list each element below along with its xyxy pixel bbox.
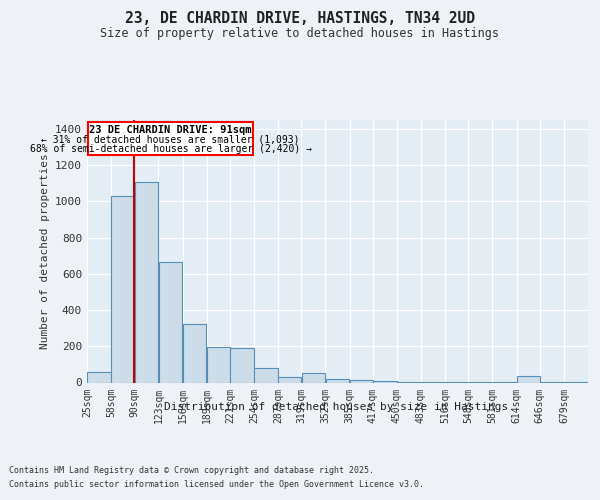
Bar bbox=[112, 196, 134, 382]
Text: 23, DE CHARDIN DRIVE, HASTINGS, TN34 2UD: 23, DE CHARDIN DRIVE, HASTINGS, TN34 2UD bbox=[125, 11, 475, 26]
Text: Size of property relative to detached houses in Hastings: Size of property relative to detached ho… bbox=[101, 27, 499, 40]
Text: 68% of semi-detached houses are larger (2,420) →: 68% of semi-detached houses are larger (… bbox=[29, 144, 311, 154]
Bar bbox=[207, 347, 230, 382]
Y-axis label: Number of detached properties: Number of detached properties bbox=[40, 154, 50, 349]
FancyBboxPatch shape bbox=[88, 122, 253, 155]
Bar bbox=[254, 368, 278, 382]
Bar bbox=[350, 380, 373, 382]
Bar bbox=[183, 324, 206, 382]
Bar bbox=[373, 380, 397, 382]
Bar bbox=[159, 262, 182, 382]
Text: Distribution of detached houses by size in Hastings: Distribution of detached houses by size … bbox=[164, 402, 508, 412]
Bar bbox=[302, 374, 325, 382]
Bar bbox=[278, 377, 301, 382]
Bar bbox=[517, 376, 539, 382]
Text: 23 DE CHARDIN DRIVE: 91sqm: 23 DE CHARDIN DRIVE: 91sqm bbox=[89, 125, 252, 135]
Bar bbox=[230, 348, 254, 382]
Bar bbox=[326, 379, 349, 382]
Bar bbox=[88, 372, 111, 382]
Text: Contains HM Land Registry data © Crown copyright and database right 2025.: Contains HM Land Registry data © Crown c… bbox=[9, 466, 374, 475]
Text: Contains public sector information licensed under the Open Government Licence v3: Contains public sector information licen… bbox=[9, 480, 424, 489]
Text: ← 31% of detached houses are smaller (1,093): ← 31% of detached houses are smaller (1,… bbox=[41, 135, 300, 145]
Bar bbox=[135, 182, 158, 382]
